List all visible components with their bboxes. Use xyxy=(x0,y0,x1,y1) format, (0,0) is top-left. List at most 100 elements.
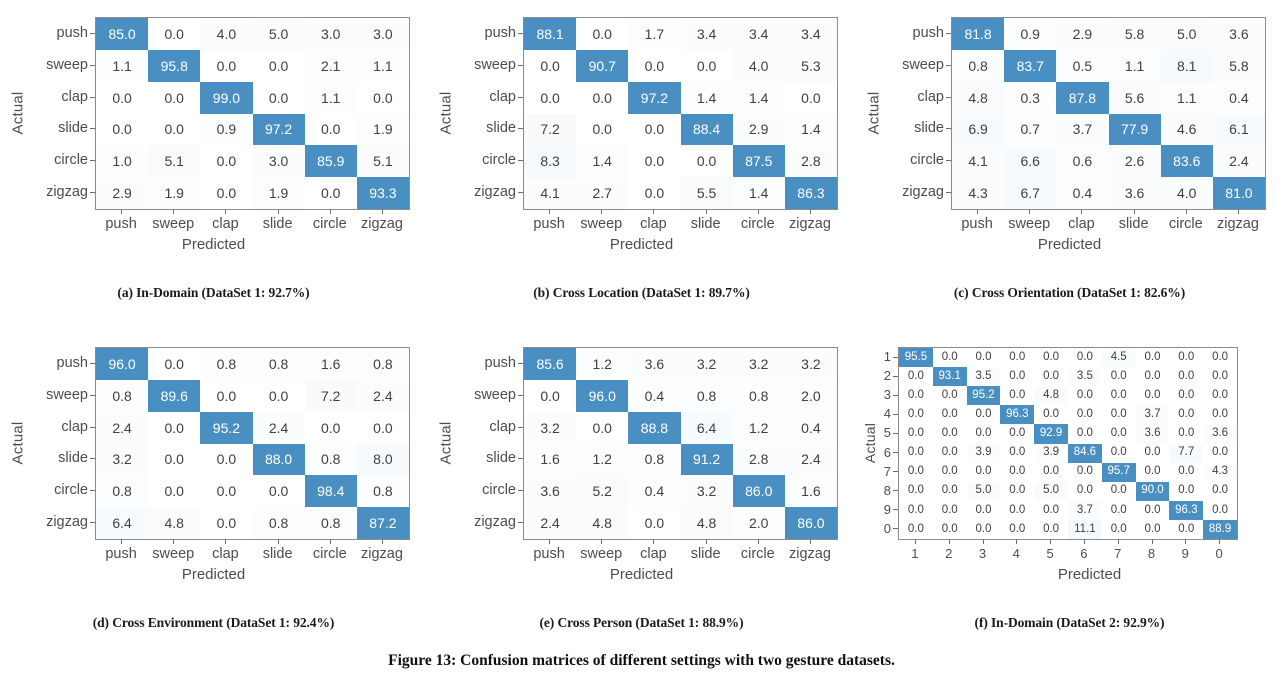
confusion-cell: 1.2 xyxy=(576,348,629,380)
confusion-cell: 3.5 xyxy=(966,367,1001,387)
confusion-cell: 0.0 xyxy=(1000,348,1035,368)
row-label: 6 xyxy=(883,444,891,460)
column-labels-c: push sweep clap slide circle zigzag xyxy=(951,216,1264,232)
column-label: 3 xyxy=(978,546,987,561)
y-tick-mark xyxy=(893,394,898,396)
confusion-cell: 2.4 xyxy=(252,411,305,444)
confusion-cell: 1.2 xyxy=(576,443,629,476)
row-label: 1 xyxy=(883,349,891,365)
y-tick-mark xyxy=(893,452,898,454)
x-tick-mark xyxy=(1219,539,1221,544)
confusion-cell: 3.2 xyxy=(680,475,733,508)
confusion-cell: 4.8 xyxy=(148,507,201,539)
row-labels-a: push sweep clap slide circle zigzag xyxy=(37,17,95,208)
confusion-cell: 0.8 xyxy=(628,443,681,476)
confusion-cell: 1.4 xyxy=(732,81,785,114)
row-label: zigzag xyxy=(46,514,88,531)
confusion-cell: 1.9 xyxy=(356,113,409,146)
x-tick-mark xyxy=(1185,209,1187,214)
confusion-matrix-panel-c: Actual push sweep clap slide circle zigzag 81.8… xyxy=(856,0,1283,320)
x-tick-mark xyxy=(1133,209,1135,214)
confusion-cell: 7.2 xyxy=(524,113,577,146)
confusion-cell: 0.0 xyxy=(576,81,629,114)
y-tick-mark xyxy=(90,160,95,162)
plot-area-f: Actual 1 2 3 4 5 6 7 8 9 0 95.5 0.0 0.0 0.0 0.0 0.0 4.5 0.… xyxy=(856,330,1283,615)
row-label: circle xyxy=(910,152,944,169)
confusion-cell: 96.0 xyxy=(576,379,629,412)
row-label: sweep xyxy=(474,56,516,73)
x-tick-mark xyxy=(329,209,331,214)
column-label: 8 xyxy=(1147,546,1156,561)
x-tick-mark xyxy=(549,539,551,544)
y-tick-mark xyxy=(893,490,898,492)
confusion-cell: 1.2 xyxy=(732,411,785,444)
confusion-cell: 0.0 xyxy=(96,81,149,114)
confusion-cell: 0.0 xyxy=(1135,500,1170,520)
confusion-cell: 1.4 xyxy=(732,177,785,209)
row-labels-c: push sweep clap slide circle zigzag xyxy=(893,17,951,208)
confusion-cell: 0.0 xyxy=(356,411,409,444)
confusion-cell: 0.0 xyxy=(1067,348,1102,368)
x-tick-mark xyxy=(982,539,984,544)
confusion-cell: 0.0 xyxy=(1169,462,1204,482)
column-label: sweep xyxy=(580,546,623,562)
sub-caption-f: (f) In-Domain (DataSet 2: 92.9%) xyxy=(974,615,1165,630)
confusion-cell: 1.9 xyxy=(148,177,201,209)
row-label: slide xyxy=(486,120,516,137)
y-axis-title-b: Actual xyxy=(437,91,455,134)
y-tick-mark xyxy=(90,64,95,66)
confusion-cell: 89.6 xyxy=(148,379,201,412)
column-label: push xyxy=(533,546,565,562)
y-tick-mark xyxy=(518,490,523,492)
confusion-cell: 96.3 xyxy=(1000,405,1035,425)
confusion-cell: 2.4 xyxy=(96,411,149,444)
confusion-grid-c: 81.8 0.9 2.9 5.8 5.0 3.6 0.8 83.7 0.5 1.1 8.1 5.8 4.… xyxy=(951,17,1266,210)
confusion-cell: 0.0 xyxy=(1203,481,1237,501)
x-tick-mark xyxy=(277,539,279,544)
x-tick-mark xyxy=(1237,209,1239,214)
confusion-cell: 87.5 xyxy=(732,145,785,178)
confusion-cell: 0.3 xyxy=(1004,81,1057,114)
confusion-cell: 0.0 xyxy=(356,81,409,114)
confusion-cell: 1.1 xyxy=(1160,81,1213,114)
confusion-cell: 0.0 xyxy=(252,475,305,508)
confusion-cell: 0.0 xyxy=(628,507,681,539)
confusion-cell: 0.0 xyxy=(148,348,201,380)
confusion-cell: 4.1 xyxy=(524,177,577,209)
confusion-cell: 0.0 xyxy=(1135,443,1170,463)
confusion-matrix-panel-f: Actual 1 2 3 4 5 6 7 8 9 0 95.5 0.0 0.0 0.0 0.0 0.0 4.5 0.… xyxy=(856,330,1283,650)
confusion-cell: 0.0 xyxy=(680,49,733,82)
confusion-cell: 0.0 xyxy=(1034,348,1068,368)
confusion-cell: 4.3 xyxy=(952,177,1005,209)
row-labels-b: push sweep clap slide circle zigzag xyxy=(465,17,523,208)
confusion-cell: 4.8 xyxy=(952,81,1005,114)
confusion-cell: 0.0 xyxy=(932,348,967,368)
confusion-cell: 5.3 xyxy=(784,49,837,82)
row-label: sweep xyxy=(474,386,516,403)
confusion-cell: 1.1 xyxy=(356,49,409,82)
column-label: 2 xyxy=(945,546,953,561)
y-tick-mark xyxy=(518,160,523,162)
figure-caption: Figure 13: Confusion matrices of differe… xyxy=(388,652,895,669)
confusion-cell: 0.0 xyxy=(899,424,933,444)
confusion-cell: 0.0 xyxy=(628,113,681,146)
x-tick-mark xyxy=(549,209,551,214)
column-label: zigzag xyxy=(788,546,831,562)
confusion-cell: 0.0 xyxy=(1101,500,1136,520)
confusion-cell: 3.0 xyxy=(252,145,305,178)
confusion-cell: 0.0 xyxy=(200,507,253,539)
confusion-cell: 0.0 xyxy=(932,462,967,482)
confusion-cell: 3.9 xyxy=(966,443,1001,463)
confusion-cell: 2.9 xyxy=(732,113,785,146)
row-label: push xyxy=(56,24,88,41)
y-tick-mark xyxy=(518,426,523,428)
confusion-cell: 0.0 xyxy=(1135,386,1170,406)
column-label: 7 xyxy=(1114,546,1122,561)
sub-caption-e: (e) Cross Person (DataSet 1: 88.9%) xyxy=(539,615,744,630)
confusion-cell: 6.4 xyxy=(96,507,149,539)
confusion-cell: 81.8 xyxy=(952,18,1005,50)
confusion-cell: 0.4 xyxy=(1056,177,1109,209)
confusion-cell: 0.8 xyxy=(252,348,305,380)
confusion-cell: 0.0 xyxy=(1203,500,1237,520)
confusion-cell: 0.0 xyxy=(1067,405,1102,425)
